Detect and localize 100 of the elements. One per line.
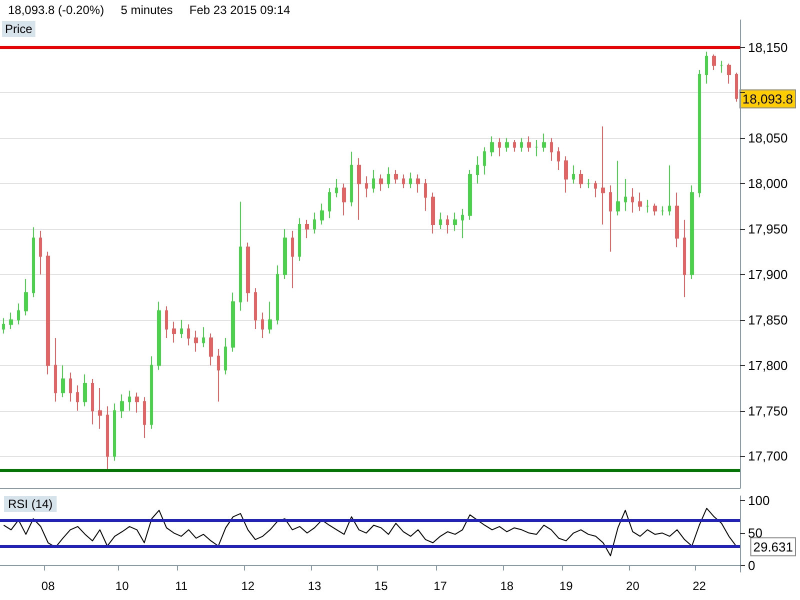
- candlestick: [46, 251, 50, 375]
- candlestick: [261, 312, 264, 339]
- candlestick: [409, 172, 412, 189]
- candlestick: [254, 288, 257, 330]
- candlestick: [172, 321, 176, 344]
- candlestick: [527, 136, 531, 152]
- candlestick: [194, 330, 198, 352]
- candlestick: [705, 51, 708, 84]
- candlestick: [572, 164, 575, 184]
- candlestick: [513, 139, 516, 152]
- candlestick: [638, 192, 642, 212]
- x-tick-label: 17: [434, 579, 448, 593]
- candlestick: [83, 374, 87, 407]
- candlestick: [217, 348, 220, 402]
- candlestick: [483, 146, 486, 175]
- candlestick: [698, 69, 701, 198]
- candlestick: [150, 356, 153, 430]
- candlestick: [246, 242, 250, 302]
- candlestick: [143, 396, 146, 439]
- candlestick: [76, 384, 79, 412]
- candlestick: [54, 338, 57, 402]
- annotation: Price: [5, 22, 33, 36]
- candlestick: [17, 303, 20, 325]
- y-tick-label: 17,900: [748, 266, 788, 282]
- candlestick: [601, 126, 605, 225]
- candlestick: [157, 301, 161, 370]
- x-tick-label: 11: [175, 579, 188, 593]
- candlestick: [683, 219, 686, 298]
- chart-title: 18,093.8 (-0.20%) 5 minutes Feb 23 2015 09:14: [8, 3, 290, 17]
- chart-title: RSI (14): [8, 497, 53, 511]
- candlestick: [587, 178, 590, 189]
- candlestick: [231, 292, 235, 352]
- candlestick: [439, 212, 442, 230]
- y-tick-label: 17,700: [748, 448, 788, 464]
- candlestick: [468, 169, 472, 220]
- candlestick: [720, 60, 723, 74]
- candlestick: [180, 319, 183, 339]
- x-tick-label: 13: [308, 579, 322, 593]
- candlestick: [616, 160, 620, 216]
- candlestick: [609, 184, 612, 252]
- candlestick: [239, 201, 242, 312]
- candlestick: [379, 174, 383, 192]
- candlestick: [424, 178, 427, 212]
- x-tick-label: 19: [559, 579, 574, 593]
- candlestick: [579, 169, 583, 189]
- candlestick: [328, 188, 331, 219]
- candlestick: [505, 138, 509, 152]
- candlestick: [542, 133, 546, 152]
- candlestick: [9, 312, 13, 330]
- candlestick: [320, 203, 324, 225]
- y-tick-label: 18,000: [748, 176, 788, 192]
- candlestick: [113, 402, 116, 462]
- candlestick: [335, 178, 338, 198]
- x-tick-label: 15: [374, 579, 388, 593]
- candlestick: [24, 278, 28, 316]
- candlestick: [535, 139, 538, 157]
- candlestick: [624, 178, 627, 212]
- candlestick: [98, 388, 102, 430]
- candlestick: [187, 324, 190, 346]
- candlestick: [276, 264, 279, 325]
- candlestick: [564, 156, 568, 194]
- candlestick: [735, 72, 738, 102]
- candlestick: [431, 192, 435, 234]
- candlestick: [446, 214, 449, 234]
- candlestick: [653, 203, 657, 216]
- candlestick: [313, 212, 316, 234]
- candlestick: [128, 390, 131, 412]
- candlestick: [2, 318, 5, 334]
- candlestick: [91, 378, 94, 425]
- candlestick: [712, 54, 716, 70]
- y-tick-label: 0: [748, 558, 756, 574]
- candlestick: [416, 174, 420, 194]
- candlestick: [202, 326, 205, 348]
- candlestick: [32, 226, 35, 298]
- x-tick-label: 10: [115, 579, 130, 593]
- candlestick: [727, 63, 731, 84]
- y-tick-label: 17,800: [748, 358, 788, 373]
- candlestick: [661, 206, 664, 216]
- candlestick: [594, 180, 597, 198]
- y-tick-label: 17,950: [748, 222, 788, 237]
- x-tick-label: 12: [241, 579, 255, 593]
- candlestick: [402, 174, 405, 189]
- text: 29.631: [753, 539, 794, 554]
- candlestick: [342, 183, 346, 216]
- candlestick: [372, 169, 375, 194]
- candlestick: [298, 218, 301, 262]
- candlestick: [291, 230, 294, 289]
- candlestick: [453, 212, 457, 232]
- candlestick: [668, 164, 671, 216]
- candlestick: [305, 219, 309, 239]
- candlestick: [476, 156, 479, 184]
- x-tick-label: 20: [626, 579, 640, 593]
- candlestick: [120, 394, 124, 419]
- candlestick: [387, 166, 390, 189]
- candlestick: [357, 158, 361, 220]
- y-tick-label: 50: [748, 526, 762, 541]
- candlestick: [675, 192, 679, 248]
- candlestick: [557, 146, 560, 170]
- candlestick: [106, 406, 109, 470]
- text: 18,093.8: [742, 91, 794, 106]
